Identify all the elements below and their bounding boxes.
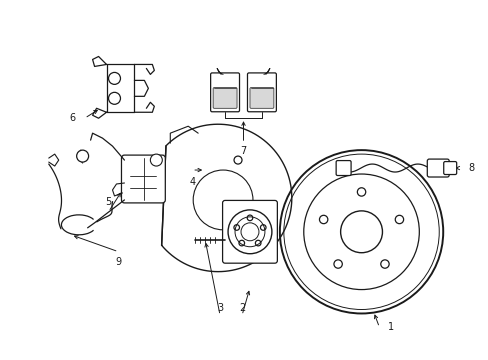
FancyBboxPatch shape [210,73,239,112]
Circle shape [150,154,162,166]
Circle shape [77,150,88,162]
FancyBboxPatch shape [222,201,277,263]
Text: 1: 1 [387,323,394,332]
FancyBboxPatch shape [213,87,237,108]
Text: 2: 2 [239,302,244,312]
Text: 4: 4 [189,177,195,187]
Circle shape [227,210,271,254]
Text: 9: 9 [115,257,122,267]
FancyBboxPatch shape [335,161,350,176]
Text: 3: 3 [217,302,223,312]
Circle shape [108,92,120,104]
FancyBboxPatch shape [443,162,456,175]
Text: 5: 5 [105,197,111,207]
Text: 6: 6 [69,113,76,123]
Text: 8: 8 [467,163,473,173]
Text: 7: 7 [240,146,246,156]
FancyBboxPatch shape [247,73,276,112]
FancyBboxPatch shape [249,87,273,108]
FancyBboxPatch shape [121,155,165,203]
FancyBboxPatch shape [427,159,448,177]
Circle shape [108,72,120,84]
